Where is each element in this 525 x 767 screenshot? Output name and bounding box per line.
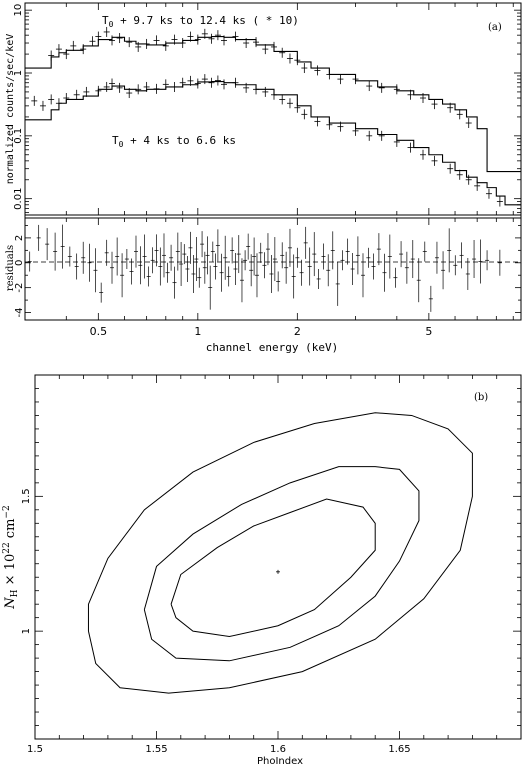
contour-1 [170, 498, 376, 638]
confidence-contours [87, 412, 473, 694]
panel-b-tick-labels: 1.5 1.55 1.6 1.65 1 1.5 [21, 488, 411, 755]
panel-b: 1.5 1.55 1.6 1.65 1 1.5 (b) PhoIndex NH × 102… [2, 374, 522, 767]
x-tick-label: 0.5 [90, 325, 108, 338]
x-tick-label: 2 [294, 325, 301, 338]
data-points [31, 26, 503, 207]
panel-a-tick-labels: 0.5 1 2 5 10 1 0.1 0.01 2 0 -2 -4 [13, 4, 432, 338]
panel-b-ticks [34, 374, 522, 740]
y-tick-label-bottom: -4 [14, 308, 25, 318]
annotation-upper: T0 + 9.7 ks to 12.4 ks ( * 10) [102, 14, 299, 29]
contour-2 [143, 466, 420, 662]
y-tick-label-top: 10 [13, 4, 24, 17]
panel-a: 0.5 1 2 5 10 1 0.1 0.01 2 0 -2 -4 (a) T0 + 9.7 ks t… [5, 2, 522, 354]
model-curve-lower [25, 81, 521, 206]
b-x-tick-label: 1.6 [270, 744, 286, 755]
b-x-tick-label: 1.65 [388, 744, 410, 755]
model-curves [25, 36, 521, 206]
y-axis-label-b: NH × 1022 cm−2 [2, 505, 20, 609]
panel-b-label: (b) [474, 392, 488, 403]
panel-a-bottom-frame [24, 214, 522, 321]
model-curve-upper [25, 36, 521, 173]
x-tick-label: 1 [194, 325, 201, 338]
best-fit-marker [276, 569, 280, 574]
y-tick-label-top: 0.1 [13, 128, 24, 144]
residual-points [27, 224, 502, 312]
x-tick-label: 5 [425, 325, 432, 338]
y-axis-label-bottom: residuals [5, 245, 16, 291]
b-y-tick-label: 1 [21, 628, 32, 634]
y-tick-label-top: 1 [13, 70, 24, 76]
x-axis-label-b: PhoIndex [257, 756, 303, 767]
x-axis-label-a: channel energy (keV) [206, 341, 338, 354]
y-tick-label-bottom: 0 [14, 260, 25, 266]
b-x-tick-label: 1.5 [27, 744, 43, 755]
annotation-lower: T0 + 4 ks to 6.6 ks [112, 134, 236, 149]
b-y-tick-label: 1.5 [21, 488, 32, 504]
b-x-tick-label: 1.55 [145, 744, 167, 755]
panel-a-label: (a) [488, 22, 502, 33]
y-axis-label-top: normalized counts/sec/keV [5, 34, 16, 185]
panel-a-top-frame [24, 2, 522, 216]
y-tick-label-bottom: 2 [14, 235, 25, 241]
y-tick-label-top: 0.01 [13, 188, 24, 210]
contour-3 [87, 412, 473, 694]
y-tick-label-bottom: -2 [14, 283, 25, 293]
panel-a-ticks [24, 3, 521, 320]
